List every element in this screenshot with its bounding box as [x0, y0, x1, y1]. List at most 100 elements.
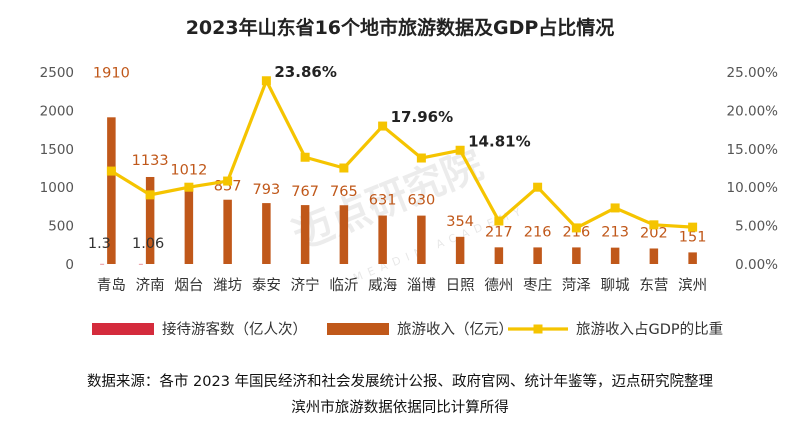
ratio-marker [378, 121, 388, 131]
category-label: 枣庄 [523, 276, 552, 294]
ratio-marker [145, 190, 155, 200]
revenue-bar [649, 248, 659, 264]
ratio-marker [300, 152, 310, 162]
category-label: 聊城 [601, 277, 630, 294]
revenue-bar-label: 765 [330, 184, 358, 200]
category-label: 淄博 [407, 277, 436, 294]
ratio-label: 23.86% [274, 63, 336, 81]
revenue-bar-label: 354 [446, 214, 474, 230]
visitor-bar-label: 1.3 [88, 236, 111, 252]
revenue-bar-label: 793 [253, 182, 281, 198]
category-label: 临沂 [329, 277, 358, 294]
revenue-bar-label: 630 [408, 193, 436, 209]
line-series: 23.86% 17.96% 14.81% [106, 63, 698, 233]
right-tick-label: 25.00% [727, 65, 779, 81]
ratio-marker [533, 182, 543, 192]
legend-label-ratio: 旅游收入占GDP的比重 [576, 321, 723, 338]
right-tick-label: 0.00% [735, 257, 778, 273]
legend-label-revenue: 旅游收入（亿元） [397, 321, 513, 338]
revenue-bar [610, 247, 620, 264]
revenue-bar-label: 217 [485, 224, 513, 240]
left-tick-label: 2000 [40, 103, 74, 119]
revenue-bar-label: 216 [563, 224, 591, 240]
ratio-marker [610, 203, 620, 213]
revenue-bar-label: 216 [524, 224, 552, 240]
left-axis: 0 500 1000 1500 2000 2500 [40, 65, 74, 273]
revenue-bar [107, 117, 116, 264]
revenue-bar [688, 252, 697, 264]
ratio-marker [688, 222, 698, 232]
right-tick-label: 10.00% [727, 180, 779, 196]
revenue-bar [184, 186, 194, 264]
left-tick-label: 0 [65, 257, 74, 273]
ratio-marker [455, 145, 465, 155]
visitor-bar-label: 1.06 [132, 236, 164, 252]
left-tick-label: 500 [48, 219, 74, 235]
legend: 接待游客数（亿人次） 旅游收入（亿元） 旅游收入占GDP的比重 [92, 321, 723, 338]
category-axis: 青岛 济南 烟台 潍坊 泰安 济宁 临沂 威海 淄博 日照 德州 枣庄 菏泽 聊城 东营 滨州 [97, 276, 707, 294]
category-label: 泰安 [252, 277, 281, 294]
ratio-label: 17.96% [391, 108, 453, 126]
right-axis: 0.00% 5.00% 10.00% 15.00% 20.00% 25.00% [727, 65, 779, 273]
revenue-bar [262, 203, 271, 264]
revenue-bar [145, 176, 155, 264]
revenue-bar [533, 247, 542, 264]
revenue-bar [300, 205, 310, 264]
legend-label-visitors: 接待游客数（亿人次） [162, 321, 307, 338]
bar-series [100, 117, 697, 265]
category-label: 济宁 [291, 277, 320, 294]
visitor-bar [138, 263, 143, 265]
source-note-extra: 滨州市旅游数据依据同比计算所得 [291, 400, 509, 416]
left-tick-label: 1500 [40, 142, 74, 158]
revenue-bar [417, 215, 426, 264]
revenue-bar-label: 1910 [93, 65, 130, 81]
category-label: 滨州 [678, 277, 707, 294]
legend-swatch-visitors [92, 323, 154, 335]
revenue-bar-label: 202 [640, 225, 668, 241]
category-label: 日照 [446, 278, 475, 294]
ratio-marker [184, 182, 194, 192]
category-label: 青岛 [97, 277, 126, 294]
revenue-bar [455, 236, 465, 264]
ratio-line [110, 79, 693, 230]
category-label: 威海 [368, 277, 397, 294]
revenue-bar [572, 247, 581, 264]
ratio-label: 14.81% [468, 132, 530, 150]
revenue-bar [339, 205, 349, 264]
legend-marker-ratio [533, 324, 543, 334]
ratio-marker [261, 76, 271, 86]
visitor-bar [100, 263, 105, 265]
category-label: 潍坊 [213, 277, 242, 294]
category-label: 东营 [639, 277, 668, 294]
left-tick-label: 2500 [40, 65, 74, 81]
ratio-marker [106, 166, 116, 176]
legend-swatch-revenue [327, 323, 389, 335]
category-label: 济南 [136, 277, 165, 294]
revenue-bar [223, 199, 232, 264]
category-label: 烟台 [174, 277, 203, 294]
right-tick-label: 15.00% [727, 142, 779, 158]
revenue-bar-label: 1133 [132, 153, 169, 169]
ratio-marker [339, 163, 349, 173]
ratio-marker [571, 223, 581, 233]
revenue-bar-label: 767 [291, 184, 319, 200]
category-label: 菏泽 [562, 277, 591, 294]
revenue-bar [378, 215, 387, 264]
revenue-bar-label: 151 [679, 229, 707, 245]
ratio-marker [416, 153, 426, 163]
right-tick-label: 20.00% [727, 103, 779, 119]
revenue-bar-label: 631 [369, 193, 397, 209]
ratio-marker [649, 220, 659, 230]
source-note: 数据来源：各市 2023 年国民经济和社会发展统计公报、政府官网、统计年鉴等，迈… [86, 374, 714, 390]
ratio-marker [223, 176, 233, 186]
category-label: 德州 [484, 277, 513, 294]
revenue-bar [494, 247, 504, 264]
revenue-bar-label: 1012 [170, 162, 207, 178]
left-tick-label: 1000 [40, 180, 74, 196]
right-tick-label: 5.00% [735, 219, 778, 235]
chart-title: 2023年山东省16个地市旅游数据及GDP占比情况 [186, 16, 615, 39]
ratio-marker [494, 216, 504, 226]
revenue-bar-label: 213 [601, 225, 629, 241]
